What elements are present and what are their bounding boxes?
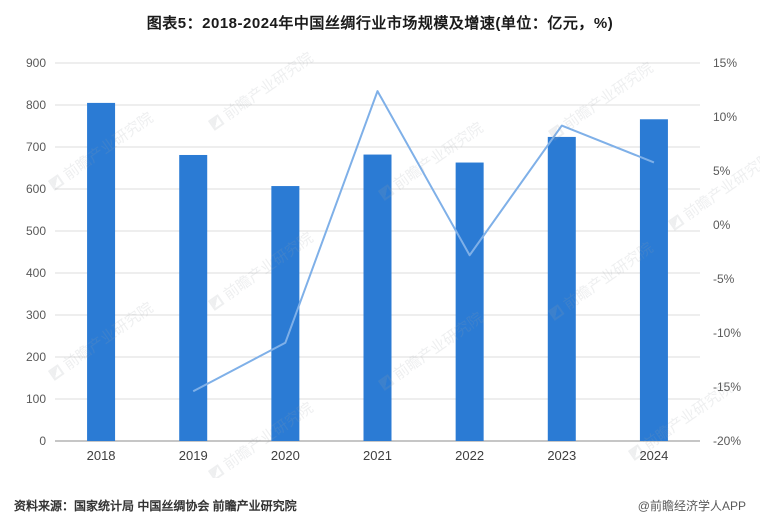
x-axis-category-label: 2024 xyxy=(639,448,668,463)
right-axis-tick-label: -5% xyxy=(713,272,735,286)
chart-canvas: 0 100 200 300 400 500 600 700 800 900 -20% -15% -10%… xyxy=(26,56,741,463)
chart-title: 图表5：2018-2024年中国丝绸行业市场规模及增速(单位：亿元，%) xyxy=(146,15,614,32)
left-axis-tick-label: 300 xyxy=(26,308,46,322)
right-axis-tick-label: 15% xyxy=(713,56,737,70)
left-axis-tick-label: 100 xyxy=(26,392,46,406)
growth-line xyxy=(192,90,655,393)
x-axis-category-label: 2020 xyxy=(271,448,300,463)
right-axis-tick-label: -20% xyxy=(713,434,741,448)
bar xyxy=(87,102,116,442)
bar xyxy=(271,186,300,441)
x-axis-category-label: 2021 xyxy=(363,448,392,463)
right-axis-tick-label: -10% xyxy=(713,326,741,340)
x-axis-category-label: 2019 xyxy=(179,448,208,463)
left-axis-tick-label: 800 xyxy=(26,98,46,112)
bar xyxy=(363,154,392,441)
bar xyxy=(455,162,484,442)
left-axis-tick-label: 0 xyxy=(39,434,46,448)
chart: 0 100 200 300 400 500 600 700 800 900 -20% -15% -10%… xyxy=(26,56,741,463)
right-axis-tick-label: -15% xyxy=(713,380,741,394)
bar xyxy=(639,119,668,441)
bar xyxy=(547,136,576,442)
x-axis-category-label: 2022 xyxy=(455,448,484,463)
left-axis-tick-label: 400 xyxy=(26,266,46,280)
source-note: 资料来源：国家统计局 中国丝绸协会 前瞻产业研究院 xyxy=(14,499,297,513)
right-axis-tick-label: 0% xyxy=(713,218,731,232)
bar xyxy=(179,154,208,442)
x-axis-category-label: 2023 xyxy=(547,448,576,463)
left-axis-tick-label: 600 xyxy=(26,182,46,196)
left-axis-tick-label: 700 xyxy=(26,140,46,154)
attribution: @前瞻经济学人APP xyxy=(637,499,746,513)
left-axis-tick-label: 900 xyxy=(26,56,46,70)
x-axis-category-label: 2018 xyxy=(87,448,116,463)
left-axis-tick-label: 500 xyxy=(26,224,46,238)
left-axis-tick-label: 200 xyxy=(26,350,46,364)
footer: 资料来源：国家统计局 中国丝绸协会 前瞻产业研究院 @前瞻经济学人APP xyxy=(0,494,760,514)
right-axis-tick-label: 5% xyxy=(713,164,731,178)
right-axis-tick-label: 10% xyxy=(713,110,737,124)
